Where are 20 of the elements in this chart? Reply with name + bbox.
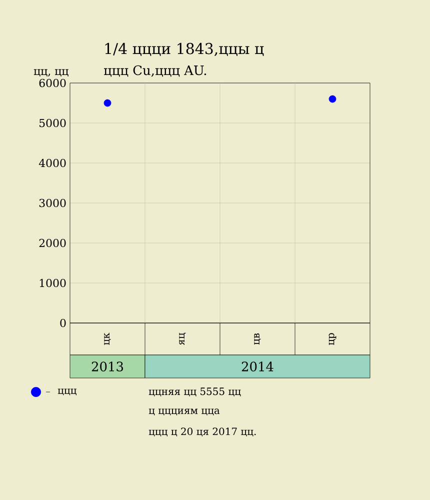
x-tick-label: цв (254, 333, 261, 345)
y-tick-label: 0 (60, 318, 66, 328)
y-tick-label: 6000 (39, 78, 66, 88)
y-tick-label: 5000 (40, 118, 66, 128)
y-tick-label: 2000 (39, 238, 66, 248)
text: ццц (58, 388, 76, 396)
chart-title: 1/4 ццци 1843,ццы ц (105, 42, 264, 56)
x-tick-label: цк (104, 332, 111, 345)
text: ц ццциям цца (148, 408, 220, 416)
y-tick-label: 1000 (40, 278, 66, 288)
x-tick-label: яц (179, 332, 186, 346)
text: ццц ц 20 ця 2017 цц. (148, 428, 256, 436)
y-tick-label: 3000 (39, 198, 66, 208)
y-axis-title: цц, цц (34, 69, 68, 77)
text: 2014 (242, 362, 274, 372)
y-tick-label: 4000 (38, 158, 66, 168)
x-tick-label: цр (328, 333, 336, 346)
text: 2013 (92, 362, 124, 372)
text: ццняя цц 5555 цц (148, 388, 241, 396)
chart-subtitle: ццц Cu,ццц AU. (104, 65, 206, 77)
